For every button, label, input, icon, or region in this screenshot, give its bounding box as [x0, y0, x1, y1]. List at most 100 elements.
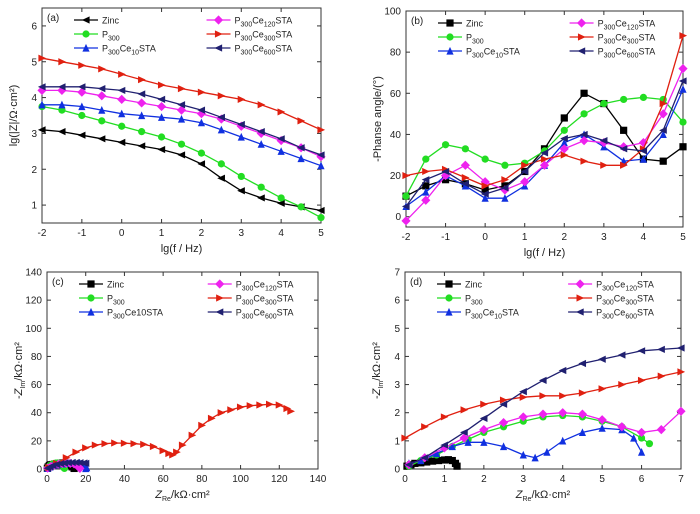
y-tick-label: 4 — [31, 93, 37, 104]
data-point — [37, 126, 46, 134]
y-tick-label: 120 — [25, 296, 42, 307]
legend-item: P300Ce10STA — [437, 308, 519, 321]
y-tick-label: 20 — [31, 436, 43, 447]
y-tick-label: 5 — [31, 57, 37, 68]
data-point — [266, 400, 274, 408]
legend-label: P300Ce300STA — [236, 294, 294, 307]
chart-panel-b: -2 -1 0 1 2 3 4 5 0 20 40 60 80 100 (b) lg(f / Hz) -Phan… — [372, 7, 688, 259]
data-point — [277, 135, 285, 143]
data-point — [98, 117, 106, 125]
data-point — [421, 176, 430, 184]
y-tick-label: 100 — [384, 7, 401, 18]
y-tick-label: 100 — [25, 324, 42, 335]
data-point — [117, 94, 127, 104]
data-point — [316, 206, 325, 215]
data-point — [165, 449, 174, 458]
data-point — [422, 155, 430, 163]
data-point — [81, 459, 90, 467]
series-ce600 — [401, 77, 687, 211]
y-tick-label: 60 — [390, 89, 402, 100]
data-point — [316, 151, 325, 159]
series-ce600 — [37, 83, 325, 159]
data-point — [560, 126, 568, 134]
data-point — [519, 393, 528, 401]
legend-marker — [82, 30, 90, 38]
data-point — [658, 109, 668, 119]
legend-item: P300Ce300STA — [568, 294, 654, 307]
series-zinc — [37, 126, 325, 215]
data-point — [297, 203, 305, 211]
legend-item: P300Ce300STA — [206, 30, 292, 43]
data-point — [519, 388, 527, 396]
data-point — [296, 144, 305, 152]
data-point — [538, 376, 547, 384]
legend-label: P300Ce10STA — [465, 308, 519, 321]
data-point — [57, 128, 66, 136]
data-point — [440, 456, 449, 464]
data-point — [227, 406, 235, 414]
data-point — [645, 440, 654, 448]
data-point — [659, 157, 667, 165]
x-tick-label: 60 — [158, 474, 170, 485]
data-point — [461, 180, 469, 188]
legend-marker — [215, 308, 224, 316]
data-point — [459, 433, 469, 443]
data-point — [217, 92, 226, 100]
data-point — [501, 176, 510, 184]
data-point — [137, 90, 146, 98]
legend-item: P300Ce600STA — [207, 308, 293, 321]
data-point — [317, 214, 325, 222]
data-point — [237, 172, 245, 181]
data-point — [434, 456, 443, 465]
data-point — [577, 409, 588, 419]
data-point — [60, 459, 69, 467]
data-point — [637, 448, 646, 456]
data-point — [659, 130, 667, 139]
data-point — [404, 461, 413, 469]
y-tick-label: 80 — [390, 48, 402, 59]
data-point — [539, 160, 550, 170]
data-point — [678, 64, 688, 74]
data-point — [149, 442, 158, 451]
chart-panel-d: 0 1 2 3 4 5 6 7 0 1 2 3 4 5 6 7 (d) ZRe/kΩ·cm² -ZIm/kΩ·cm²… — [371, 268, 686, 503]
data-point — [480, 400, 488, 408]
data-point — [518, 412, 528, 422]
legend-item: Zinc — [79, 280, 125, 290]
series-ce300 — [401, 368, 686, 442]
data-point — [178, 441, 187, 449]
data-point — [217, 160, 225, 168]
data-point — [617, 422, 627, 432]
y-tick-label: 6 — [394, 296, 400, 307]
data-point — [156, 101, 167, 112]
y-tick-label: 6 — [31, 21, 37, 32]
data-point — [197, 118, 206, 127]
data-point — [64, 459, 72, 467]
data-point — [560, 114, 568, 122]
data-point — [257, 128, 265, 136]
data-point — [78, 61, 86, 69]
legend-item: P300Ce300STA — [569, 33, 656, 46]
data-point — [656, 425, 666, 435]
data-point — [519, 450, 527, 459]
x-tick-label: 140 — [310, 474, 327, 485]
legend-label: P300Ce300STA — [598, 33, 656, 46]
data-point — [283, 404, 292, 413]
x-axis-label: ZRe/kΩ·cm² — [515, 489, 571, 503]
data-point — [98, 106, 106, 114]
data-point — [539, 392, 548, 400]
legend-marker — [214, 30, 223, 38]
legend-item: P300Ce600STA — [568, 308, 654, 321]
legend-item: P300Ce600STA — [569, 47, 655, 60]
data-point — [118, 109, 126, 118]
data-point — [77, 87, 87, 97]
data-point — [197, 160, 206, 168]
data-point — [140, 440, 148, 448]
x-tick-label: 40 — [119, 474, 131, 485]
x-tick-label: 3 — [521, 474, 527, 485]
data-point — [297, 154, 305, 163]
data-point — [97, 135, 106, 143]
data-point — [560, 151, 569, 159]
y-tick-label: 40 — [390, 130, 402, 141]
